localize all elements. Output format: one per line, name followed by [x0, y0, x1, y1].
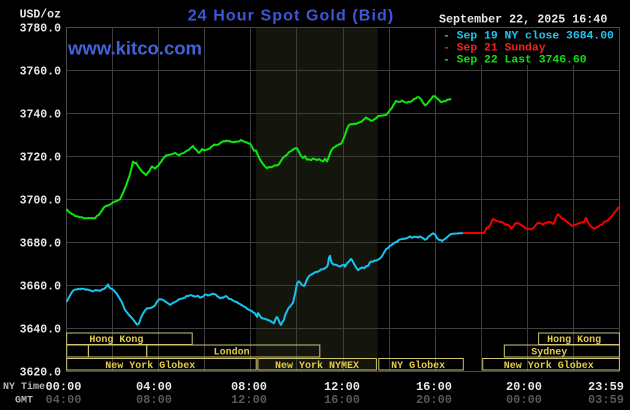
svg-text:12:00: 12:00: [231, 393, 267, 407]
svg-text:Sydney: Sydney: [531, 347, 567, 359]
svg-text:24 Hour Spot Gold (Bid): 24 Hour Spot Gold (Bid): [188, 8, 395, 25]
svg-text:20:00: 20:00: [506, 380, 542, 394]
svg-text:3720.0: 3720.0: [20, 151, 62, 164]
svg-text:3780.0: 3780.0: [20, 22, 62, 35]
svg-text:3760.0: 3760.0: [20, 65, 62, 78]
svg-text:NY Time: NY Time: [3, 381, 45, 393]
svg-text:3620.0: 3620.0: [20, 367, 62, 380]
svg-text:3660.0: 3660.0: [20, 280, 62, 293]
svg-text:04:00: 04:00: [136, 380, 172, 394]
svg-text:New York Globex: New York Globex: [105, 360, 195, 372]
svg-text:GMT: GMT: [15, 396, 33, 407]
svg-text:- Sep 22 Last 3746.60: - Sep 22 Last 3746.60: [443, 54, 587, 66]
svg-text:USD/oz: USD/oz: [20, 8, 62, 21]
svg-text:23:59: 23:59: [588, 380, 624, 394]
svg-text:3700.0: 3700.0: [20, 194, 62, 207]
svg-text:08:00: 08:00: [231, 380, 267, 394]
svg-text:00:00: 00:00: [506, 393, 542, 407]
svg-text:London: London: [214, 347, 250, 359]
svg-text:16:00: 16:00: [324, 393, 360, 407]
svg-text:September 22, 2025 16:40: September 22, 2025 16:40: [439, 12, 607, 26]
svg-text:08:00: 08:00: [136, 393, 172, 407]
svg-text:New York NYMEX: New York NYMEX: [275, 360, 359, 372]
svg-text:NY Globex: NY Globex: [391, 360, 445, 372]
svg-text:20:00: 20:00: [416, 393, 452, 407]
svg-text:00:00: 00:00: [45, 380, 81, 394]
svg-text:03:59: 03:59: [588, 393, 624, 407]
svg-text:- Sep 21 Sunday: - Sep 21 Sunday: [443, 42, 546, 54]
svg-text:Hong Kong: Hong Kong: [89, 335, 143, 346]
svg-text:New York Globex: New York Globex: [504, 360, 594, 372]
svg-text:04:00: 04:00: [45, 393, 81, 407]
svg-text:3680.0: 3680.0: [20, 237, 62, 250]
svg-text:- Sep 19 NY close 3684.00: - Sep 19 NY close 3684.00: [443, 31, 614, 43]
svg-text:12:00: 12:00: [324, 380, 360, 394]
svg-text:Hong Kong: Hong Kong: [547, 335, 601, 346]
svg-text:16:00: 16:00: [416, 380, 452, 394]
svg-text:3740.0: 3740.0: [20, 108, 62, 121]
svg-text:3640.0: 3640.0: [20, 324, 62, 337]
svg-text:www.kitco.com: www.kitco.com: [67, 38, 202, 59]
